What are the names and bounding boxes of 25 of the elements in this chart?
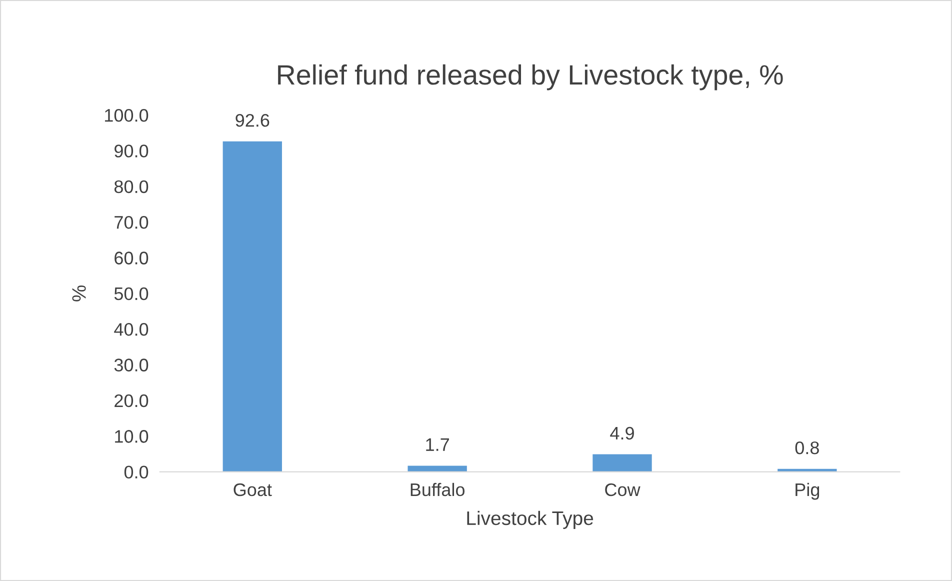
bar: [592, 454, 652, 472]
y-tick-label: 90.0: [114, 144, 148, 158]
data-label: 92.6: [236, 114, 270, 127]
x-tick-label: Pig: [796, 482, 820, 500]
data-label: 1.7: [426, 438, 449, 451]
data-label: 4.9: [610, 426, 634, 440]
y-tick-label: 60.0: [114, 252, 148, 264]
x-tick-label: Cow: [605, 483, 640, 496]
y-axis-title: %: [72, 285, 86, 302]
y-tick-label: 80.0: [114, 180, 148, 194]
y-tick-label: 50.0: [114, 287, 148, 300]
y-tick-label: 20.0: [114, 394, 148, 408]
y-tick-label: 100.0: [105, 108, 148, 122]
bar: [408, 466, 467, 472]
bar: [222, 141, 282, 472]
x-tick-label: Goat: [234, 483, 272, 496]
y-tick-label: 10.0: [115, 430, 148, 443]
data-label: 0.8: [795, 441, 819, 454]
x-axis-title: Livestock Type: [467, 510, 594, 529]
y-tick-label: 70.0: [114, 216, 148, 229]
y-tick-label: 30.0: [114, 358, 148, 372]
chart-title: Relief fund released by Livestock type, %: [278, 64, 783, 90]
x-tick-label: Buffalo: [410, 482, 465, 496]
y-tick-label: 0.0: [124, 466, 148, 478]
y-tick-label: 40.0: [114, 323, 148, 336]
